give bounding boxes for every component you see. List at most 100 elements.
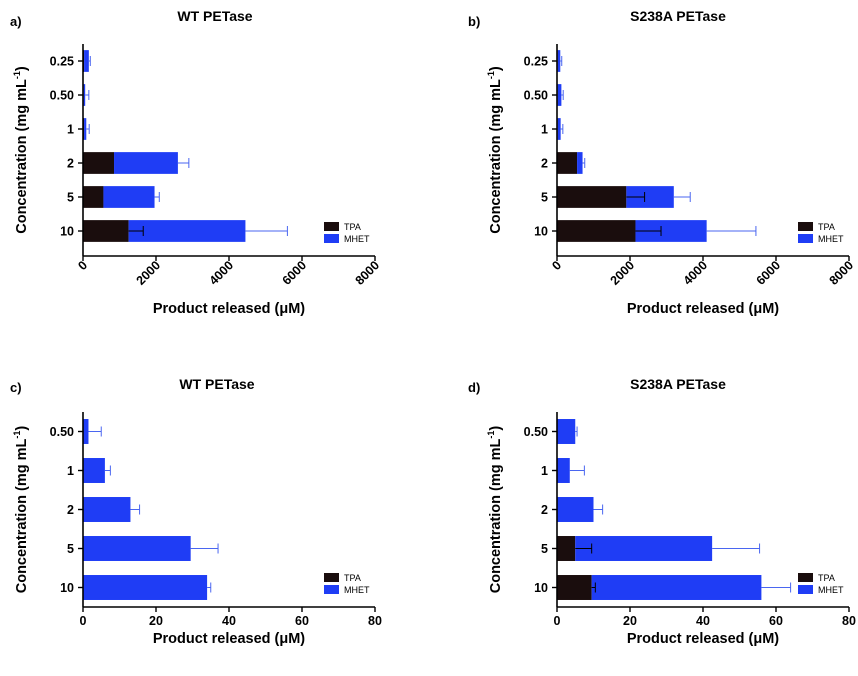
legend-label-tpa: TPA	[818, 573, 835, 583]
x-axis-label: Product released (μM)	[153, 631, 305, 647]
bar-mhet-10	[128, 220, 246, 242]
bar-mhet-1	[557, 458, 570, 483]
bar-mhet-0.50	[83, 419, 89, 444]
bar-tpa-10	[83, 220, 129, 242]
panel-letter: b)	[468, 14, 480, 29]
x-axis-label: Product released (μM)	[627, 301, 779, 317]
legend-label-mhet: MHET	[344, 585, 370, 595]
x-tick-label: 2000	[608, 258, 638, 288]
bar-mhet-5	[575, 536, 713, 561]
y-axis-label-sup: -1	[486, 431, 496, 439]
y-axis-label-sup: -1	[12, 71, 22, 79]
chart-title: WT PETase	[179, 376, 254, 392]
y-axis-label-sup: -1	[486, 71, 496, 79]
x-tick-label: 20	[623, 614, 637, 628]
bar-mhet-5	[103, 186, 155, 208]
x-tick-label: 8000	[353, 258, 383, 288]
bar-mhet-0.25	[557, 50, 561, 72]
y-tick-label: 1	[541, 464, 548, 478]
x-tick-label: 80	[368, 614, 382, 628]
y-axis-label-main: Concentration (mg mL	[488, 438, 504, 593]
bar-mhet-2	[557, 497, 594, 522]
bar-mhet-10	[635, 220, 707, 242]
bar-mhet-5	[626, 186, 674, 208]
bar-mhet-1	[83, 458, 105, 483]
y-axis-label: Concentration (mg mL-1)	[486, 426, 504, 594]
y-tick-label: 5	[541, 542, 548, 556]
y-axis-label: Concentration (mg mL-1)	[12, 426, 30, 594]
legend-label-tpa: TPA	[344, 222, 361, 232]
x-tick-label: 60	[769, 614, 783, 628]
x-axis-label: Product released (μM)	[153, 301, 305, 317]
x-tick-label: 20	[149, 614, 163, 628]
bar-mhet-1	[84, 118, 87, 140]
x-tick-label: 40	[696, 614, 710, 628]
bar-mhet-10	[591, 575, 762, 600]
x-tick-label: 0	[80, 614, 87, 628]
chart-title: S238A PETase	[630, 8, 726, 24]
x-tick-label: 0	[554, 614, 561, 628]
y-tick-label: 2	[541, 503, 548, 517]
y-tick-label: 5	[67, 191, 74, 205]
bar-tpa-5	[557, 536, 576, 561]
bar-tpa-2	[557, 152, 578, 174]
legend-label-tpa: TPA	[344, 573, 361, 583]
y-tick-label: 0.25	[50, 55, 74, 69]
y-axis-label-end: )	[14, 66, 30, 71]
legend-swatch-mhet	[798, 585, 813, 594]
y-axis-label: Concentration (mg mL-1)	[486, 66, 504, 234]
y-axis-label: Concentration (mg mL-1)	[12, 66, 30, 234]
legend-label-mhet: MHET	[818, 234, 844, 244]
bar-mhet-10	[83, 575, 208, 600]
chart-title: WT PETase	[177, 8, 252, 24]
x-tick-label: 6000	[280, 258, 310, 288]
legend-swatch-mhet	[798, 234, 813, 243]
legend-swatch-tpa	[798, 573, 813, 582]
bar-mhet-2	[577, 152, 583, 174]
y-tick-label: 0.50	[524, 89, 548, 103]
bar-mhet-0.50	[557, 84, 562, 106]
bar-tpa-2	[83, 152, 115, 174]
legend-swatch-tpa	[324, 573, 339, 582]
y-tick-label: 0.50	[50, 89, 74, 103]
y-tick-label: 5	[541, 191, 548, 205]
legend-label-tpa: TPA	[818, 222, 835, 232]
y-tick-label: 0.25	[524, 55, 548, 69]
bar-mhet-0.25	[84, 50, 89, 72]
y-axis-label-end: )	[488, 66, 504, 71]
x-tick-label: 6000	[754, 258, 784, 288]
y-axis-label-end: )	[488, 426, 504, 431]
y-tick-label: 2	[67, 503, 74, 517]
legend-label-mhet: MHET	[344, 234, 370, 244]
y-tick-label: 10	[534, 225, 548, 239]
bar-mhet-1	[557, 118, 561, 140]
panel-letter: c)	[10, 380, 22, 395]
x-axis-label: Product released (μM)	[627, 631, 779, 647]
x-tick-label: 4000	[681, 258, 711, 288]
y-tick-label: 1	[67, 123, 74, 137]
y-tick-label: 10	[534, 581, 548, 595]
y-axis-label-main: Concentration (mg mL	[14, 438, 30, 593]
legend-swatch-mhet	[324, 585, 339, 594]
y-tick-label: 5	[67, 542, 74, 556]
y-tick-label: 1	[67, 464, 74, 478]
x-tick-label: 8000	[827, 258, 857, 288]
bar-mhet-2	[83, 497, 131, 522]
legend-swatch-mhet	[324, 234, 339, 243]
legend-label-mhet: MHET	[818, 585, 844, 595]
y-tick-label: 1	[541, 123, 548, 137]
y-axis-label-sup: -1	[12, 431, 22, 439]
panel-c: c) WT PETase 0.50 1 2 5 10 0 20 40 60 80 Product rel…	[10, 376, 382, 647]
bar-tpa-10	[557, 575, 592, 600]
bar-mhet-2	[114, 152, 178, 174]
bar-mhet-0.50	[557, 419, 576, 444]
y-tick-label: 0.50	[50, 425, 74, 439]
bar-tpa-5	[83, 186, 104, 208]
x-tick-label: 80	[842, 614, 856, 628]
x-tick-label: 40	[222, 614, 236, 628]
y-tick-label: 0.50	[524, 425, 548, 439]
y-tick-label: 10	[60, 225, 74, 239]
panel-letter: a)	[10, 14, 22, 29]
